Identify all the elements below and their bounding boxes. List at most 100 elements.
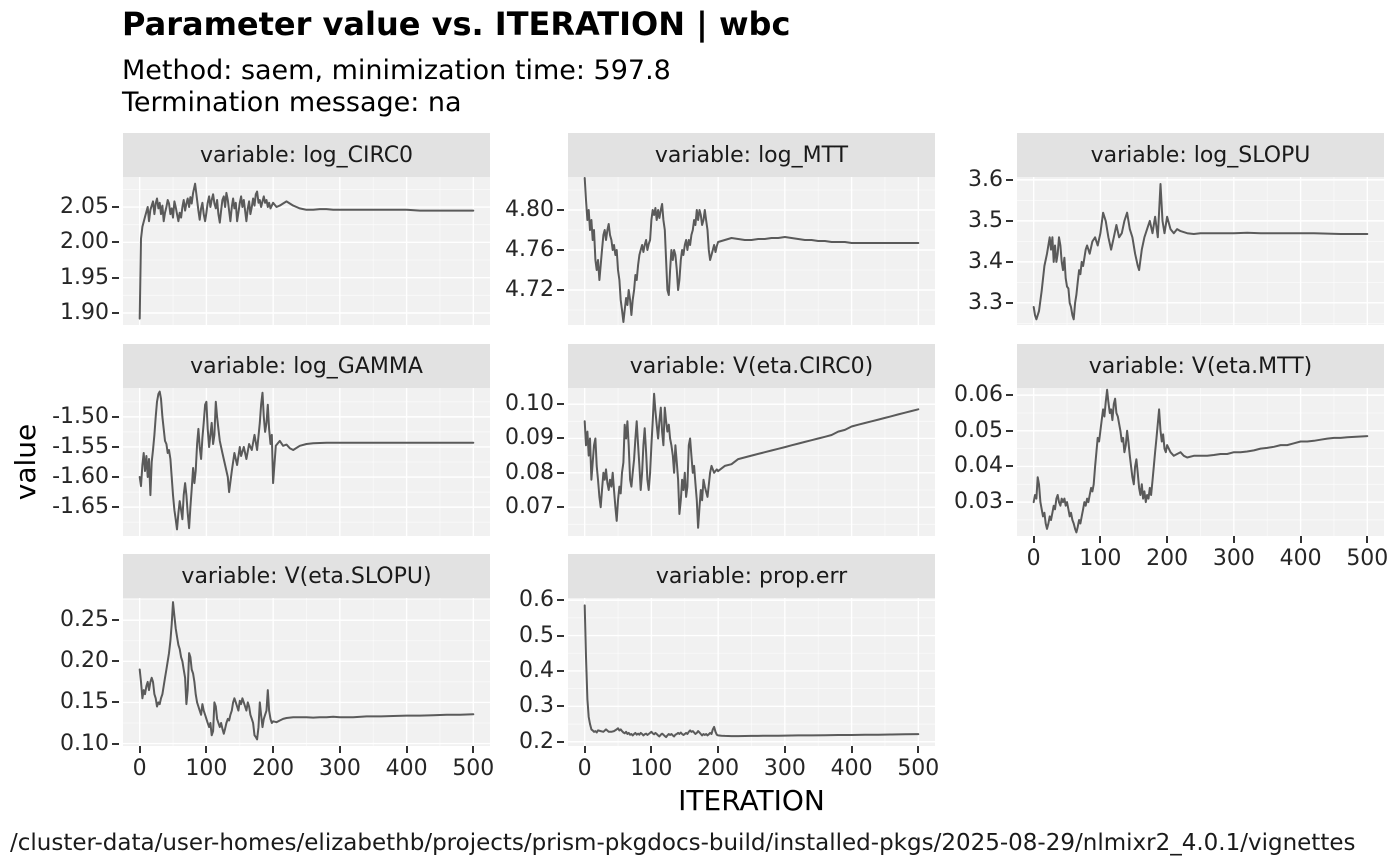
x-tick-label: 0 <box>577 756 592 781</box>
x-tick-label: 200 <box>252 756 295 781</box>
y-tick-mark <box>557 403 564 406</box>
x-tick-mark <box>1099 536 1102 543</box>
y-tick-label: 0.6 <box>519 587 554 613</box>
y-tick-mark <box>557 599 564 602</box>
facet-strip: variable: prop.err <box>568 554 935 598</box>
facet-strip-label: variable: prop.err <box>655 563 848 589</box>
x-tick-label: 100 <box>185 756 228 781</box>
y-tick-mark <box>557 634 564 637</box>
y-tick-label: -1.60 <box>52 464 109 490</box>
y-tick-mark <box>112 742 119 745</box>
y-tick-label: 0.2 <box>519 728 554 754</box>
x-tick-mark <box>783 746 786 753</box>
facet-panel <box>123 177 490 325</box>
y-tick-label: 0.03 <box>954 489 1003 515</box>
y-tick-label: 0.10 <box>505 391 554 417</box>
x-tick-mark <box>1299 536 1302 543</box>
x-tick-mark <box>138 746 141 753</box>
x-tick-label: 0 <box>132 756 147 781</box>
x-tick-mark <box>338 746 341 753</box>
subtitle-termination: Termination message: na <box>122 87 462 118</box>
y-tick-label: 0.20 <box>60 648 109 674</box>
y-tick-mark <box>112 445 119 448</box>
y-tick-label: 3.3 <box>968 289 1003 315</box>
facet-panel <box>568 388 935 536</box>
x-tick-label: 100 <box>630 756 673 781</box>
y-tick-label: 0.3 <box>519 693 554 719</box>
y-tick-mark <box>1006 429 1013 432</box>
facet-panel <box>123 388 490 536</box>
y-tick-label: 0.25 <box>60 607 109 633</box>
y-tick-label: 2.00 <box>60 229 109 255</box>
x-tick-label: 300 <box>1212 546 1255 571</box>
y-tick-mark <box>112 660 119 663</box>
y-tick-label: 0.07 <box>505 494 554 520</box>
x-tick-label: 400 <box>1279 546 1322 571</box>
y-tick-label: 0.4 <box>519 657 554 683</box>
y-tick-mark <box>557 669 564 672</box>
facet-panel <box>568 598 935 746</box>
y-tick-label: 1.95 <box>60 264 109 290</box>
facet-panel <box>1017 177 1384 325</box>
x-tick-mark <box>583 746 586 753</box>
y-tick-label: 3.4 <box>968 248 1003 274</box>
y-tick-label: 4.72 <box>505 277 554 302</box>
y-tick-mark <box>1006 501 1013 504</box>
y-tick-mark <box>112 206 119 209</box>
y-tick-label: 0.06 <box>954 382 1003 408</box>
y-tick-label: -1.55 <box>52 433 109 459</box>
y-tick-label: 0.08 <box>505 459 554 485</box>
y-tick-mark <box>557 437 564 440</box>
y-tick-mark <box>557 209 564 211</box>
x-tick-mark <box>1166 536 1169 543</box>
facet-strip-label: variable: V(eta.SLOPU) <box>181 563 432 589</box>
y-tick-label: 2.05 <box>60 194 109 220</box>
y-tick-label: 0.10 <box>60 730 109 756</box>
facet-strip: variable: log_GAMMA <box>123 344 490 388</box>
y-tick-mark <box>1006 260 1013 263</box>
x-tick-label: 0 <box>1026 546 1041 571</box>
y-tick-mark <box>1006 178 1013 181</box>
facet-panel <box>123 598 490 746</box>
x-tick-label: 500 <box>452 756 495 781</box>
x-tick-label: 100 <box>1079 546 1122 571</box>
y-tick-mark <box>557 471 564 474</box>
facet-strip: variable: log_SLOPU <box>1017 133 1384 177</box>
y-tick-mark <box>557 740 564 743</box>
facet-log-gamma: variable: log_GAMMA -1.65 -1.60 -1.55 -1.50 <box>33 344 490 576</box>
y-tick-label: 4.76 <box>505 237 554 262</box>
y-tick-mark <box>112 415 119 418</box>
facet-strip: variable: V(eta.CIRC0) <box>568 344 935 388</box>
x-tick-mark <box>472 746 475 753</box>
facet-prop-err: variable: prop.err 0.2 0.3 0.4 0.5 0.6 0 100 20… <box>478 554 939 786</box>
y-tick-mark <box>112 506 119 509</box>
x-tick-label: 500 <box>1346 546 1389 571</box>
y-tick-label: 3.5 <box>968 207 1003 233</box>
y-tick-label: -1.50 <box>52 403 109 429</box>
page-title: Parameter value vs. ITERATION | wbc <box>122 5 791 43</box>
x-tick-mark <box>405 746 408 753</box>
y-tick-mark <box>112 476 119 479</box>
x-tick-mark <box>917 746 920 753</box>
x-tick-mark <box>650 746 653 753</box>
x-tick-mark <box>1032 536 1035 543</box>
y-tick-label: 0.05 <box>954 417 1003 443</box>
y-tick-mark <box>112 241 119 244</box>
y-tick-mark <box>112 311 119 314</box>
facet-strip-label: variable: log_MTT <box>654 142 849 168</box>
y-tick-label: 0.15 <box>60 689 109 715</box>
x-tick-label: 200 <box>1146 546 1189 571</box>
x-tick-mark <box>205 746 208 753</box>
facet-log-circ0: variable: log_CIRC0 1.90 1.95 2.00 2.05 <box>33 133 490 365</box>
subtitle-method: Method: saem, minimization time: 597.8 <box>122 55 671 86</box>
y-tick-label: 4.80 <box>505 197 554 222</box>
y-tick-mark <box>557 705 564 708</box>
y-tick-mark <box>1006 465 1013 468</box>
facet-strip-label: variable: V(eta.MTT) <box>1088 353 1313 379</box>
x-tick-label: 400 <box>830 756 873 781</box>
facet-strip: variable: log_MTT <box>568 133 935 177</box>
y-tick-mark <box>1006 219 1013 222</box>
facet-strip: variable: V(eta.SLOPU) <box>123 554 490 598</box>
y-tick-label: -1.65 <box>52 494 109 520</box>
